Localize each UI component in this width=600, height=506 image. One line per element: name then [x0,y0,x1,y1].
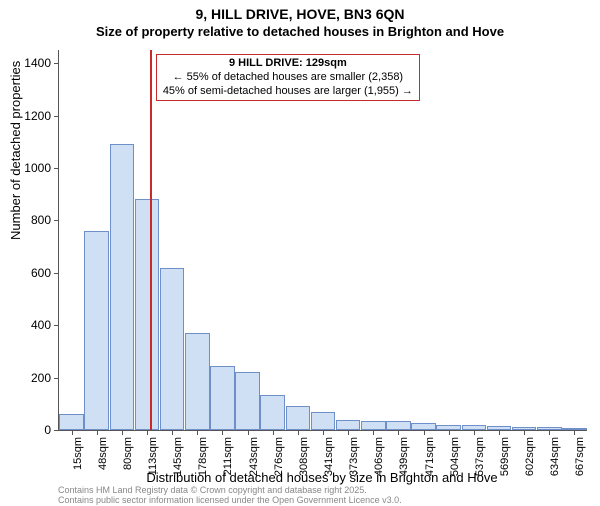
x-tick [474,430,475,435]
bar [185,333,210,430]
chart-title-line2: Size of property relative to detached ho… [0,24,600,39]
bar [235,372,260,430]
x-tick [147,430,148,435]
x-tick [323,430,324,435]
annotation-note1: ← 55% of detached houses are smaller (2,… [163,71,413,85]
y-tick-label: 1000 [24,161,59,175]
footer-licence: Contains HM Land Registry data © Crown c… [58,486,402,506]
bar [110,144,135,430]
x-tick [549,430,550,435]
y-tick-label: 200 [31,371,59,385]
footer-line2: Contains public sector information licen… [58,496,402,506]
x-tick [373,430,374,435]
bar [84,231,109,430]
x-tick [348,430,349,435]
y-tick-label: 1400 [24,56,59,70]
reference-line [150,50,152,430]
bar [160,268,185,430]
y-tick-label: 600 [31,266,59,280]
bar [135,199,160,430]
bar [286,406,311,430]
bar [361,421,386,430]
bars [59,50,587,430]
x-tick [449,430,450,435]
annotation-title: 9 HILL DRIVE: 129sqm [163,57,413,71]
x-tick [222,430,223,435]
x-tick [298,430,299,435]
x-tick-label: 80sqm [120,437,134,470]
y-tick-label: 0 [44,423,59,437]
x-tick-label: 15sqm [70,437,84,470]
bar [59,414,84,430]
y-axis-label: Number of detached properties [8,61,23,240]
x-tick [97,430,98,435]
x-tick [424,430,425,435]
x-tick [197,430,198,435]
y-tick-label: 1200 [24,109,59,123]
bar [210,366,235,430]
x-tick [248,430,249,435]
x-tick [499,430,500,435]
x-axis-label: Distribution of detached houses by size … [58,470,586,485]
annotation-note2: 45% of semi-detached houses are larger (… [163,85,413,99]
x-tick [122,430,123,435]
bar [386,421,411,430]
y-tick-label: 400 [31,318,59,332]
x-tick [398,430,399,435]
x-tick-label: 48sqm [95,437,109,470]
bar [311,412,336,430]
plot-area: 0200400600800100012001400 15sqm48sqm80sq… [58,50,587,431]
bar [336,420,361,430]
x-tick [72,430,73,435]
x-tick [172,430,173,435]
histogram-chart: 9, HILL DRIVE, HOVE, BN3 6QN Size of pro… [0,0,600,500]
chart-title-line1: 9, HILL DRIVE, HOVE, BN3 6QN [0,6,600,22]
x-tick [273,430,274,435]
x-tick [524,430,525,435]
bar [260,395,285,430]
x-tick [574,430,575,435]
y-tick-label: 800 [31,213,59,227]
annotation-box: 9 HILL DRIVE: 129sqm ← 55% of detached h… [156,54,420,101]
